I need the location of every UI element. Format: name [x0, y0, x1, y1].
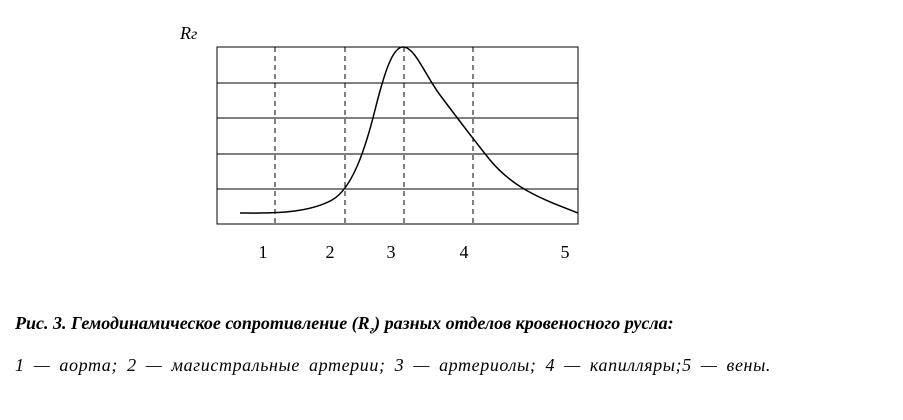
x-label: 1 — [259, 242, 268, 262]
caption-title-part: ) разных отделов кровеносного русла: — [374, 313, 674, 333]
y-label-main: R — [179, 23, 191, 43]
x-label: 4 — [460, 242, 469, 262]
caption-title-sub: г — [369, 322, 375, 337]
x-label: 3 — [387, 242, 396, 262]
curve — [239, 46, 579, 214]
caption-text: 1 — аорта; 2 — магистральные артерии; 3 … — [15, 355, 771, 375]
figure: Rг 1 2 3 4 5 — [179, 23, 579, 262]
x-label: 2 — [326, 242, 335, 262]
x-label: 5 — [561, 242, 570, 262]
plot-frame — [216, 46, 579, 225]
caption-title-part: Рис. 3. Гемодинамическое сопротивление (… — [15, 313, 370, 333]
caption-title: Рис. 3. Гемодинамическое сопротивление (… — [15, 313, 674, 338]
y-label: Rг — [179, 23, 197, 43]
y-label-sub: г — [191, 26, 197, 43]
